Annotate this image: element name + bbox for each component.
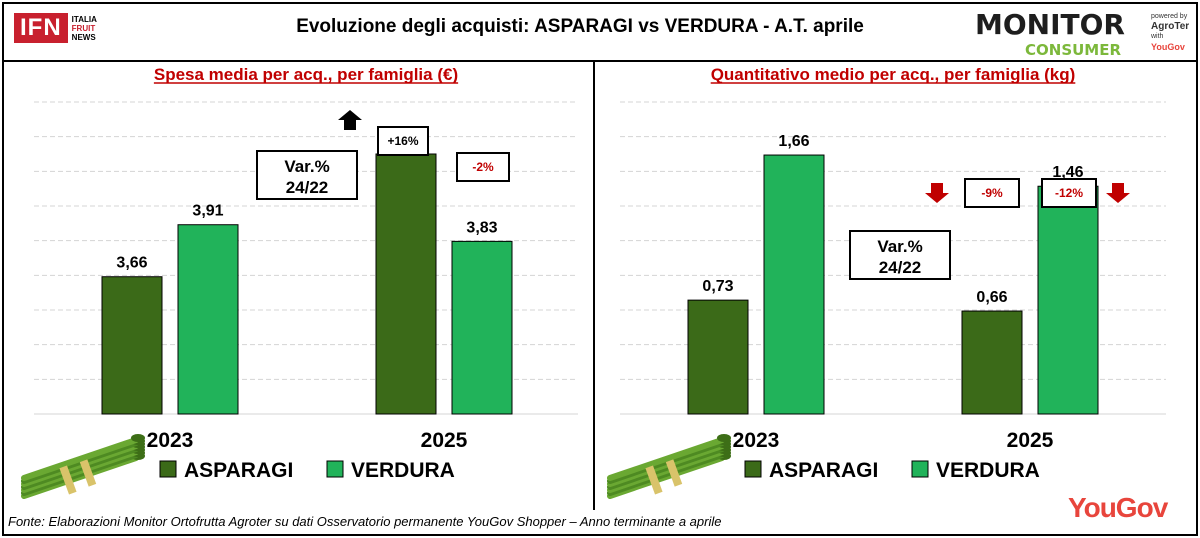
arrow-up-icon [338,110,362,130]
arrow-down-icon [1106,183,1130,203]
chart-quantitativo: Quantitativo medio per acq., per famigli… [607,65,1166,499]
legend-swatch [326,460,344,478]
bar-verdura-2025 [451,240,513,415]
ifn-line3: NEWS [71,32,96,42]
var-box-left-line2: 24/22 [285,178,329,197]
ifn-line2: FRUIT [71,23,96,33]
category-label: 2025 [421,429,468,452]
bar-asparagi-2023 [687,299,749,415]
header-divider [4,60,1196,62]
ifn-logo: IFN ITALIA FRUIT NEWS [14,12,97,44]
data-label: 3,91 [192,203,223,220]
category-label: 2023 [733,429,780,452]
powered-by-text: powered by [1151,13,1188,20]
data-label: 0,73 [702,278,733,295]
monitor-consumer-logo: MONITOR CONSUMER powered by AgroTer with… [975,8,1193,59]
change-box-right-verdura: -12% [1041,178,1097,208]
data-label: 3,83 [466,219,497,236]
legend-swatch [911,460,929,478]
bar-asparagi-2023 [101,276,163,415]
ifn-line1: ITALIA [71,14,97,24]
bar-asparagi-2025 [961,310,1023,415]
monitor-logo-sub: CONSUMER [1025,41,1122,59]
monitor-logo-title: MONITOR [975,8,1125,41]
bar-verdura-2023 [177,224,239,415]
data-label: 0,66 [976,289,1007,306]
panel-divider [593,62,595,510]
category-label: 2025 [1007,429,1054,452]
bar-asparagi-2025 [375,153,437,415]
var-box-left: Var.% 24/22 [256,150,358,200]
data-label: 3,66 [116,255,147,272]
arrow-down-icon [925,183,949,203]
legend-label: ASPARAGI [184,459,293,482]
change-box-left-asparagi: +16% [377,126,429,156]
monitor-logo-side: powered by AgroTer with YouGov [1151,12,1189,52]
chart-title: Spesa media per acq., per famiglia (€) [154,65,458,84]
yougov-small-text: YouGov [1151,42,1185,52]
ifn-logo-mark: IFN [14,13,68,43]
bar-verdura-2023 [763,154,825,415]
page-title: Evoluzione degli acquisti: ASPARAGI vs V… [296,16,864,37]
agroter-text: AgroTer [1151,21,1190,32]
category-label: 2023 [147,429,194,452]
yougov-logo: YouGov [1068,492,1168,523]
change-box-left-verdura: -2% [456,152,510,182]
chart-title: Quantitativo medio per acq., per famigli… [711,65,1076,84]
bar-verdura-2025 [1037,185,1099,415]
var-box-right-line2: 24/22 [878,258,922,277]
with-text: with [1151,33,1164,40]
var-box-right-line1: Var.% [877,237,923,256]
asparagus-icon [21,434,145,499]
legend-label: VERDURA [351,459,455,482]
source-note: Fonte: Elaborazioni Monitor Ortofrutta A… [8,514,722,529]
data-label: 1,46 [1052,164,1083,181]
var-box-right: Var.% 24/22 [849,230,951,280]
chart-spesa: Spesa media per acq., per famiglia (€) 3,… [21,65,578,499]
asparagus-icon [607,434,731,499]
data-label: 1,66 [778,133,809,150]
legend-label: VERDURA [936,459,1040,482]
legend-swatch [159,460,177,478]
legend-label: ASPARAGI [769,459,878,482]
var-box-left-line1: Var.% [284,157,330,176]
legend-swatch [744,460,762,478]
change-box-right-asparagi: -9% [964,178,1020,208]
ifn-logo-text: ITALIA FRUIT NEWS [72,15,97,42]
